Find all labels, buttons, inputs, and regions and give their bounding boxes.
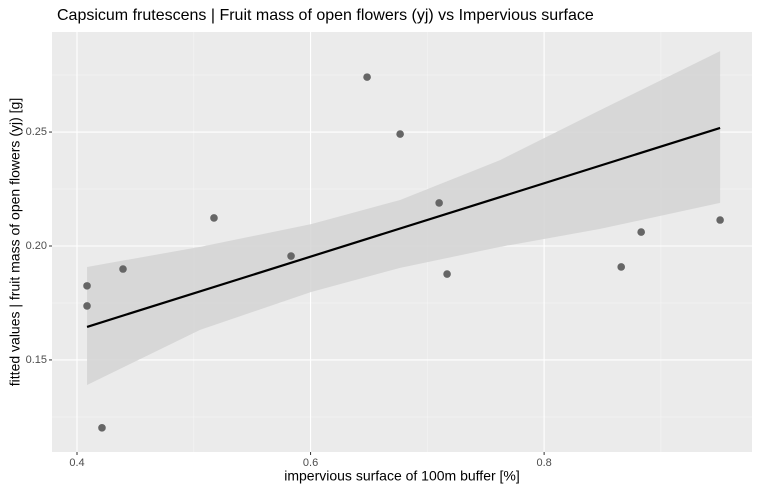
point: [396, 130, 404, 138]
point: [363, 73, 371, 81]
y-tick-label: 0.15: [26, 354, 47, 366]
y-tick-label: 0.25: [26, 126, 47, 138]
y-tick-label: 0.20: [26, 240, 47, 252]
point: [98, 424, 106, 432]
point: [83, 282, 91, 290]
x-tick-label: 0.6: [303, 457, 318, 469]
point: [716, 216, 724, 224]
x-axis-label: impervious surface of 100m buffer [%]: [284, 468, 520, 484]
confidence-band: [87, 51, 721, 386]
fit-line: [86, 126, 721, 328]
point: [443, 270, 451, 278]
chart-title: Capsicum frutescens | Fruit mass of open…: [57, 7, 594, 24]
point: [210, 214, 218, 222]
point: [119, 265, 127, 273]
x-tick-label: 0.8: [536, 457, 551, 469]
point: [83, 302, 91, 310]
y-axis-label: fitted values | fruit mass of open flowe…: [7, 98, 23, 386]
point: [435, 199, 443, 207]
point: [617, 263, 626, 271]
x-tick-label: 0.4: [69, 457, 84, 469]
point: [287, 252, 295, 260]
point: [637, 228, 645, 236]
